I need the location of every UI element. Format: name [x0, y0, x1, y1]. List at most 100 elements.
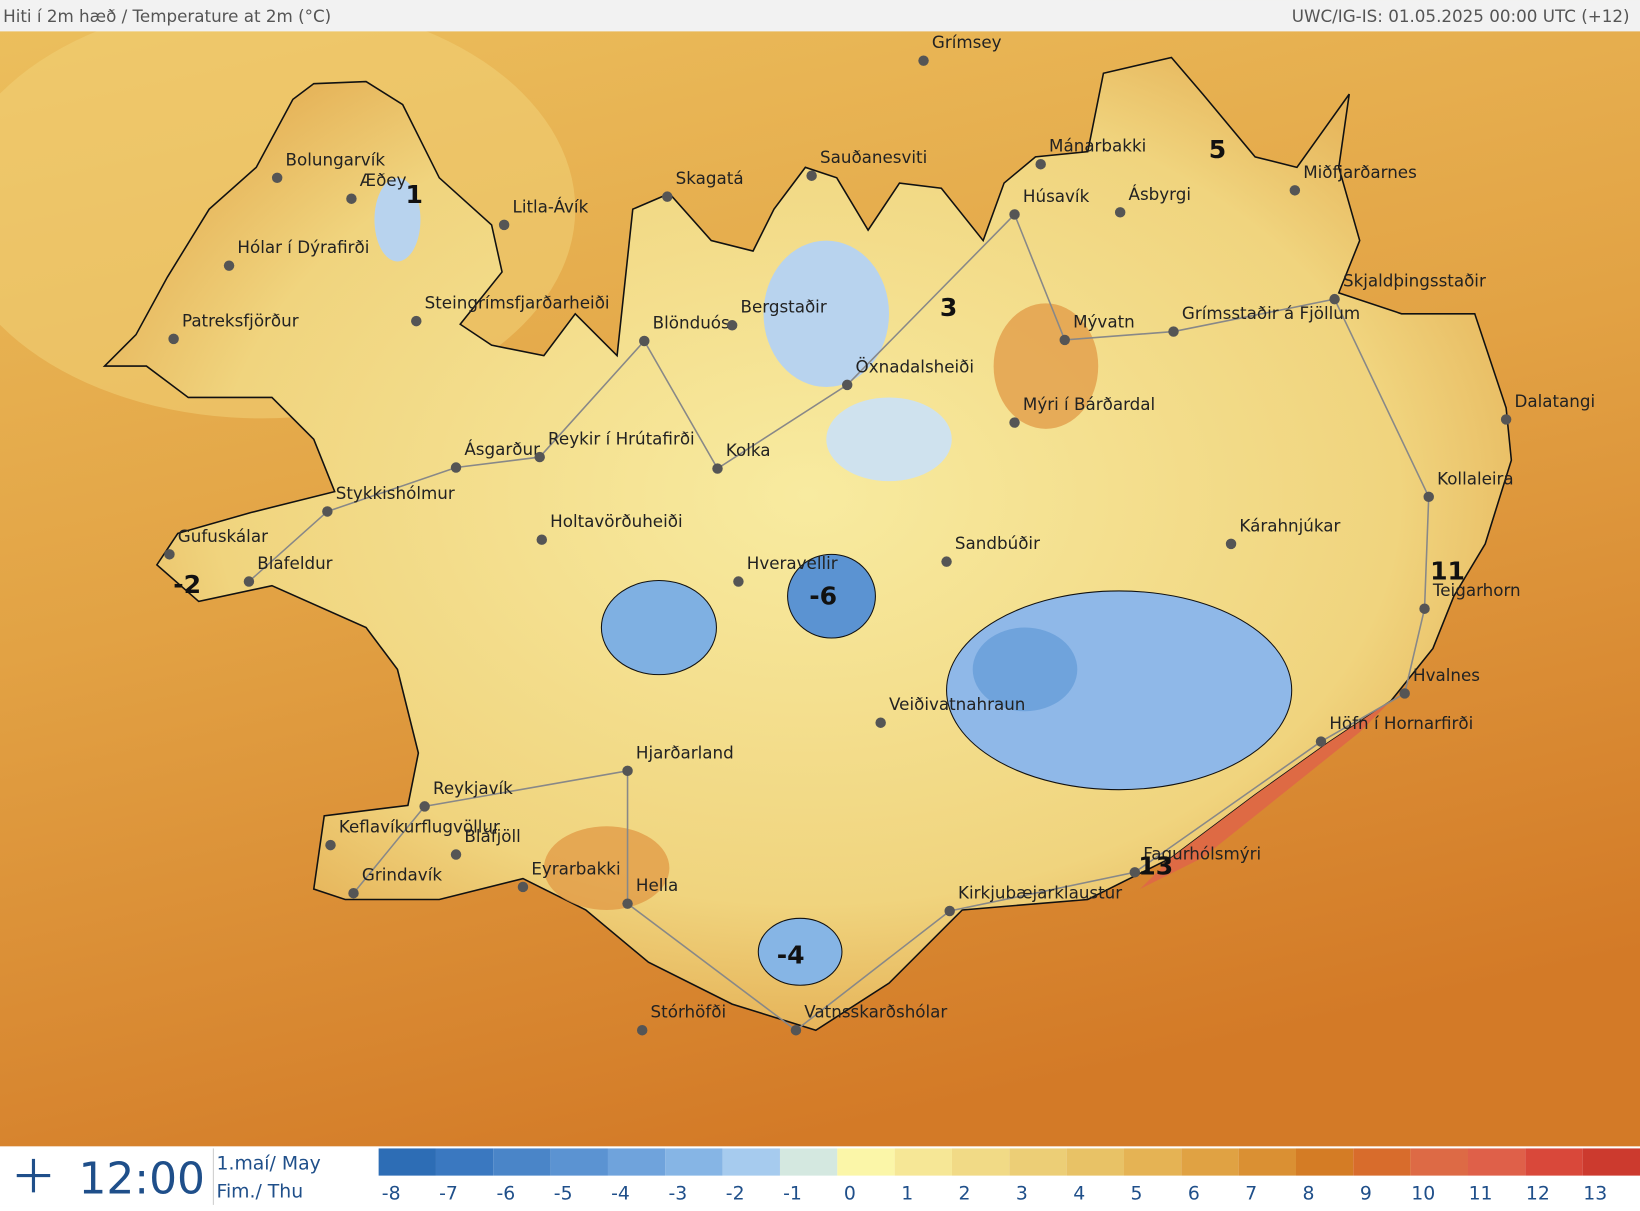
station-dot [636, 1025, 648, 1036]
cold-zone [763, 240, 890, 387]
legend-swatch [1410, 1148, 1468, 1176]
legend-swatch [493, 1148, 551, 1176]
station-dot [534, 451, 545, 463]
station-label: Hveravellir [747, 553, 838, 573]
station-dot [164, 549, 175, 560]
station-label: Blönduós [653, 312, 730, 332]
legend-tick: 2 [959, 1184, 971, 1205]
station-dot [941, 556, 952, 567]
station-dot [450, 849, 462, 860]
legend-swatch [1582, 1148, 1640, 1176]
station-label: Mýri í Bárðardal [1023, 394, 1155, 414]
station-label: Litla-Ávík [513, 196, 589, 216]
station-dot [875, 717, 886, 728]
temperature-label: 3 [940, 293, 957, 322]
station-label: Vatnsskarðshólar [804, 1002, 947, 1022]
ring-road [248, 213, 1430, 1032]
legend-tick: -3 [668, 1184, 687, 1205]
legend-swatch [1238, 1148, 1296, 1176]
legend-swatch [894, 1148, 952, 1176]
legend-tick: 13 [1583, 1184, 1607, 1205]
station-label: Mánarbakki [1049, 136, 1146, 156]
station-dot [1009, 417, 1020, 428]
cold-zone [826, 397, 952, 482]
station-dot [498, 219, 510, 231]
station-dot [346, 193, 357, 204]
station-label: Mývatn [1073, 311, 1135, 331]
temperature-label: 13 [1138, 851, 1173, 880]
legend-tick: 0 [844, 1184, 856, 1205]
station-label: Kolka [726, 440, 771, 460]
station-label: Kárahnjúkar [1239, 515, 1340, 535]
legend-tick: 12 [1526, 1184, 1550, 1205]
station-label: Stykkishólmur [336, 483, 455, 503]
temperature-label: -6 [809, 582, 837, 611]
station-dot [1009, 209, 1020, 220]
legend-tick: 7 [1245, 1184, 1257, 1205]
station-dot [325, 839, 336, 851]
station-dot [1329, 293, 1340, 305]
station-label: Hjarðarland [636, 742, 734, 762]
station-dot [944, 905, 955, 917]
legend-tick: 9 [1360, 1184, 1372, 1205]
station-label: Veiðivatnahraun [889, 694, 1025, 714]
station-label: Ásbyrgi [1129, 184, 1192, 204]
station-label: Hella [636, 875, 678, 895]
legend-swatch [1009, 1148, 1067, 1176]
legend-tick: 3 [1016, 1184, 1028, 1205]
station-dot [622, 898, 633, 909]
station-dot [1035, 158, 1046, 170]
legend-tick: -6 [496, 1184, 515, 1205]
time: 12:00 [78, 1153, 205, 1204]
station-dot [168, 333, 179, 345]
station-dot [1399, 688, 1410, 699]
station-dot [726, 320, 738, 331]
legend-tick: -7 [439, 1184, 458, 1205]
legend-tick: 1 [901, 1184, 913, 1205]
station-label: Bolungarvík [286, 149, 386, 169]
station-label: Steingrímsfjarðarheiði [425, 293, 610, 313]
station-label: Hvalnes [1413, 665, 1480, 685]
station-label: Kollaleira [1437, 468, 1514, 488]
glacier [787, 553, 876, 639]
legend-swatch [665, 1148, 723, 1176]
legend-tick: -8 [382, 1184, 401, 1205]
station-dot [450, 462, 462, 473]
station-label: Sandbúðir [955, 533, 1040, 553]
legend-tick: -1 [783, 1184, 802, 1205]
station-label: Æðey [360, 170, 407, 190]
station-label: Bergstaðir [741, 297, 827, 317]
legend-swatch [1181, 1148, 1239, 1176]
station-label: Kirkjubæjarklaustur [958, 882, 1122, 902]
legend-swatch [1123, 1148, 1182, 1176]
roads [248, 213, 1430, 1032]
glacier [972, 627, 1078, 712]
temperature-label: -2 [173, 570, 201, 599]
station-dot [1114, 207, 1126, 218]
station-label: Bláfjöll [464, 826, 520, 846]
station-label: Miðfjarðarnes [1303, 162, 1417, 182]
station-label: Keflavíkurflugvöllur [339, 817, 500, 837]
legend-swatch [378, 1148, 436, 1176]
glacier [374, 177, 421, 262]
station-dot [322, 506, 333, 517]
station-dot [1423, 491, 1434, 503]
station-dot [419, 801, 430, 812]
station-dot [733, 576, 744, 587]
station-dot [712, 463, 723, 474]
station-label: Öxnadalsheiði [856, 356, 975, 376]
station-dot [223, 260, 235, 271]
legend-swatch [1066, 1148, 1124, 1176]
warm-zone [993, 303, 1099, 429]
station-label: Holtavörðuheiði [550, 511, 682, 531]
legend-tick: -2 [726, 1184, 745, 1205]
wind-icon[interactable] [16, 1158, 51, 1193]
legend-swatch [1467, 1148, 1526, 1176]
date: 1.maí/ May [217, 1153, 321, 1174]
legend-tick: 10 [1411, 1184, 1435, 1205]
station-dot [639, 335, 650, 347]
legend-tick: 4 [1073, 1184, 1085, 1205]
station-label: Blafeldur [257, 553, 332, 573]
station-dot [622, 765, 633, 777]
station-dot [1059, 334, 1070, 346]
